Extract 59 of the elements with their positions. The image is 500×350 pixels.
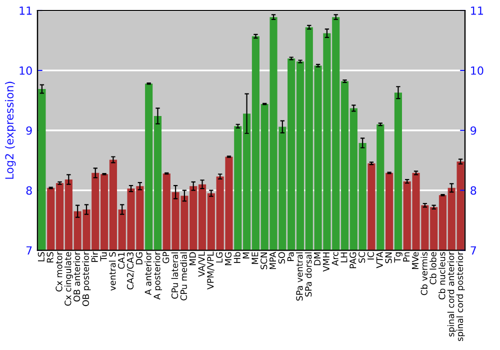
x-tick-label: Cb lobe [430, 252, 436, 284]
x-tick-label: Cb vermis [420, 252, 428, 296]
x-tick-label: CA1 [118, 252, 125, 269]
x-tick-label: CPu medial [180, 252, 187, 300]
x-tick-label: LS [38, 252, 44, 262]
x-tick-label: ME [252, 252, 258, 264]
x-tick-label: SC [358, 252, 366, 263]
x-tick-label: Cx cingulate [64, 252, 73, 306]
y-axis-title: Log2 (expression) [4, 82, 16, 179]
x-tick-label: PAG [350, 252, 356, 268]
y2-tick-label: 7 [470, 246, 476, 254]
x-tick-label: SN [385, 252, 392, 264]
x-tick-label: Tu [100, 252, 107, 262]
x-tick-label: DG [136, 252, 142, 264]
x-tick-label: A posterior [154, 252, 162, 300]
x-tick-label: Cb nucleus [438, 252, 446, 300]
y-tick-label: 11 [20, 6, 32, 15]
y-tick-label: 9 [26, 126, 32, 135]
x-tick-label: DM [314, 252, 320, 266]
y-tick-label: 10 [20, 66, 32, 75]
x-tick-label: LH [340, 252, 348, 262]
x-tick-label: CA2/CA3 [126, 252, 134, 290]
x-tick-label: CPu lateral [171, 252, 178, 299]
x-tick-label: LG [216, 252, 223, 262]
x-tick-label: Cx motor [56, 252, 62, 292]
x-tick-label: MPA [270, 252, 276, 270]
x-tick-label: Pn [403, 252, 410, 262]
x-tick-label: VMH [322, 252, 330, 272]
y-tick-label: 8 [26, 186, 32, 195]
x-tick-label: MVe [412, 252, 419, 270]
y2-tick-label: 11 [471, 6, 483, 15]
x-tick-label: RS [46, 252, 54, 262]
x-tick-label: VTA [376, 252, 383, 268]
x-tick-label: IC [367, 252, 374, 260]
x-tick-label: SO [278, 252, 285, 264]
x-tick-label: Arc [332, 252, 338, 266]
y2-tick-label: 9 [470, 126, 476, 135]
x-tick-label: Tg [394, 252, 402, 263]
x-tick-label: Pir [91, 252, 98, 262]
x-tick-label: A anterior [144, 252, 152, 296]
x-tick-label: M [242, 252, 250, 258]
x-tick-label: Pa [287, 252, 294, 262]
y2-tick-label: 8 [470, 186, 476, 195]
x-tick-label: SPa dorsal [304, 252, 312, 296]
x-tick-label: OB posterior [82, 252, 91, 306]
x-tick-label: VPM/VPL [207, 252, 214, 290]
x-tick-label: Hb [234, 252, 240, 263]
x-tick-label: GP [162, 252, 170, 264]
x-tick-label: MG [224, 252, 232, 266]
x-tick-label: ventral S [108, 252, 116, 291]
x-tick-label: SCN [260, 252, 268, 270]
y2-tick-label: 10 [471, 66, 484, 75]
x-tick-label: VA/VL [198, 252, 206, 277]
x-tick-label: spinal cord posterior [456, 252, 465, 342]
y-tick-label: 7 [26, 246, 32, 254]
x-tick-label: OB anterior [73, 252, 80, 302]
x-tick-label: spinal cord anterior [447, 252, 456, 336]
x-tick-label: SPa ventral [296, 252, 303, 301]
x-tick-label: MD [189, 252, 196, 266]
